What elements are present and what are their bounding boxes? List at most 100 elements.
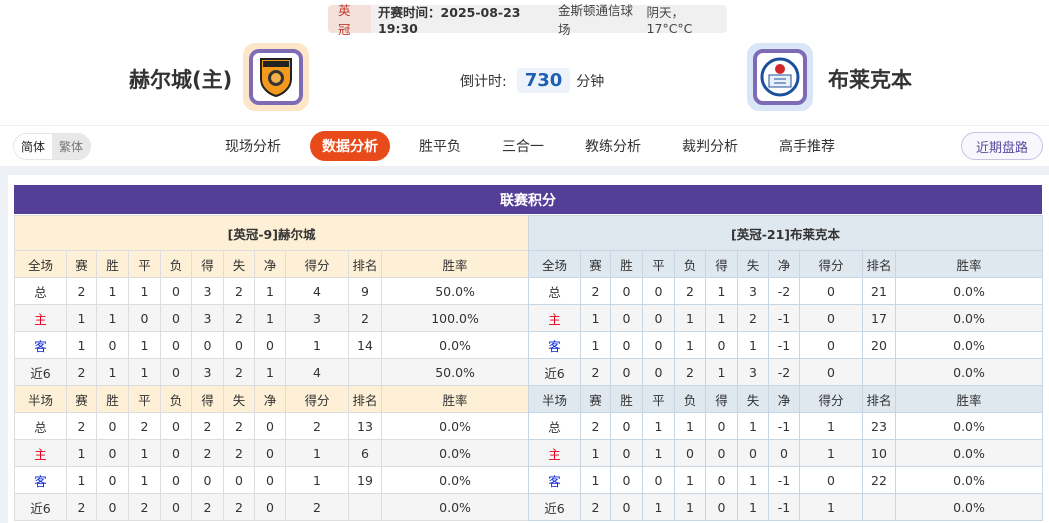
- table-cell: 0: [642, 466, 675, 494]
- table-cell: 0.0%: [894, 304, 1044, 332]
- table-cell: 2: [191, 439, 224, 467]
- table-cell: 0.0%: [380, 493, 530, 521]
- column-header: 平: [642, 385, 675, 413]
- column-header: 胜率: [894, 385, 1044, 413]
- table-cell: 2: [580, 412, 611, 440]
- table-cell: 1: [799, 412, 863, 440]
- table-cell: 2: [580, 493, 611, 521]
- column-header: 失: [223, 250, 255, 278]
- table-cell: [348, 358, 382, 386]
- table-cell: 50.0%: [380, 277, 530, 305]
- full-header-row: 全场赛胜平负得失净得分 排名 胜率: [14, 250, 530, 278]
- table-row: 总 2 0 2 0 2 2 0 2 13 0.0%: [14, 412, 530, 440]
- lang-simplified[interactable]: 简体: [14, 134, 53, 159]
- table-cell: 2: [191, 493, 224, 521]
- table-cell: -2: [768, 277, 800, 305]
- row-label: 主: [528, 304, 581, 332]
- table-row: 客 1 0 0 1 0 1 -1 0 22 0.0%: [528, 466, 1044, 494]
- table-cell: 0.0%: [380, 331, 530, 359]
- column-header: 赛: [580, 250, 611, 278]
- table-cell: 0.0%: [894, 493, 1044, 521]
- table-cell: 50.0%: [380, 358, 530, 386]
- away-team-logo[interactable]: [747, 43, 813, 111]
- row-label: 近6: [528, 358, 581, 386]
- table-cell: 0: [799, 358, 863, 386]
- table-cell: 0: [642, 304, 675, 332]
- table-cell: 2: [737, 304, 769, 332]
- table-cell: 1: [128, 331, 161, 359]
- table-cell: 1: [66, 331, 97, 359]
- table-cell: 1: [737, 331, 769, 359]
- countdown-value: 730: [516, 68, 571, 93]
- table-row: 近6 2 0 0 2 1 3 -2 0 0.0%: [528, 358, 1044, 386]
- kickoff-time: 开赛时间：2025-08-23 19:30: [378, 5, 521, 36]
- home-team-logo[interactable]: [243, 43, 309, 111]
- tab-5[interactable]: 裁判分析: [682, 139, 738, 155]
- table-cell: 3: [191, 304, 224, 332]
- table-cell: 1: [674, 493, 706, 521]
- table-cell: 0: [610, 277, 643, 305]
- table-cell: 14: [348, 331, 382, 359]
- table-cell: 6: [348, 439, 382, 467]
- table-row: 近6 2 0 2 0 2 2 0 2 0.0%: [14, 493, 530, 521]
- table-cell: 2: [285, 493, 349, 521]
- row-label: 近6: [14, 493, 67, 521]
- table-cell: 1: [285, 331, 349, 359]
- table-cell: 1: [66, 466, 97, 494]
- table-cell: 1: [705, 358, 738, 386]
- lang-traditional[interactable]: 繁体: [52, 134, 91, 159]
- table-cell: 0: [610, 466, 643, 494]
- table-cell: 0: [254, 493, 286, 521]
- home-team-name[interactable]: 赫尔城(主): [129, 68, 233, 92]
- column-header: 赛: [66, 250, 97, 278]
- table-cell: 1: [674, 412, 706, 440]
- column-header: 排名: [348, 250, 382, 278]
- column-header: 赛: [66, 385, 97, 413]
- table-cell: 1: [674, 466, 706, 494]
- tab-2[interactable]: 胜平负: [419, 139, 461, 155]
- table-cell: 0: [96, 412, 129, 440]
- column-header: 平: [128, 250, 161, 278]
- league-badge[interactable]: 英冠: [328, 3, 372, 37]
- table-cell: 0.0%: [380, 412, 530, 440]
- table-cell: 0: [96, 439, 129, 467]
- table-cell: 1: [128, 277, 161, 305]
- team-standing-title: [英冠-9]赫尔城: [13, 215, 530, 251]
- table-cell: 1: [642, 493, 675, 521]
- tab-3[interactable]: 三合一: [502, 139, 544, 155]
- recent-odds-button[interactable]: 近期盘路: [961, 132, 1043, 160]
- table-cell: 0: [96, 493, 129, 521]
- table-cell: 0: [160, 331, 192, 359]
- table-cell: 4: [285, 358, 349, 386]
- table-cell: 0: [642, 277, 675, 305]
- table-cell: 2: [223, 439, 255, 467]
- tab-0[interactable]: 现场分析: [225, 139, 281, 155]
- row-label: 客: [14, 466, 67, 494]
- table-cell: 1: [580, 331, 611, 359]
- row-label: 近6: [528, 493, 581, 521]
- tab-1[interactable]: 数据分析: [310, 131, 390, 161]
- language-toggle: 简体 繁体: [13, 133, 92, 160]
- column-header: 半场: [528, 385, 581, 413]
- row-label: 总: [14, 412, 67, 440]
- countdown-unit: 分钟: [576, 73, 605, 90]
- table-cell: 1: [66, 439, 97, 467]
- column-header: 净: [768, 385, 800, 413]
- table-cell: -1: [768, 412, 800, 440]
- tab-4[interactable]: 教练分析: [585, 139, 641, 155]
- away-team-name[interactable]: 布莱克本: [828, 68, 912, 92]
- table-cell: 0: [254, 331, 286, 359]
- column-header: 得分: [285, 385, 349, 413]
- table-cell: 23: [862, 412, 896, 440]
- table-cell: 1: [254, 358, 286, 386]
- column-header: 平: [128, 385, 161, 413]
- section-title: 联赛积分: [14, 185, 1042, 214]
- table-cell: 0: [642, 358, 675, 386]
- table-cell: 20: [862, 331, 896, 359]
- table-cell: 2: [285, 412, 349, 440]
- tab-6[interactable]: 高手推荐: [779, 139, 835, 155]
- venue: 金斯顿通信球场: [557, 3, 633, 37]
- full-header-row: 全场赛胜平负得失净得分 排名 胜率: [528, 250, 1044, 278]
- table-cell: 0.0%: [894, 277, 1044, 305]
- table-cell: 1: [799, 439, 863, 467]
